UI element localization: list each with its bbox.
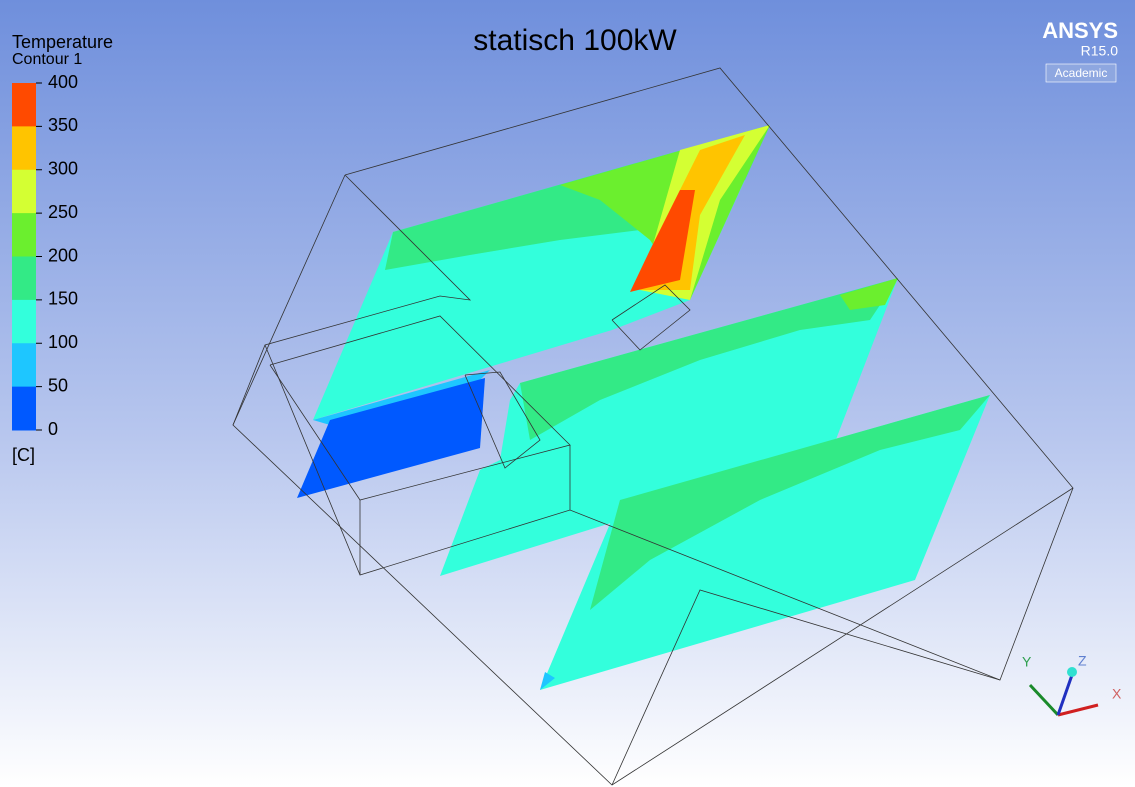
logo-edition: Academic xyxy=(1055,66,1108,80)
legend-band xyxy=(12,83,36,127)
triad-x-label: X xyxy=(1112,686,1122,702)
domain-edge xyxy=(611,589,1001,786)
legend-tick-label: 400 xyxy=(48,72,78,92)
plane-front xyxy=(540,395,990,690)
legend-tick-label: 0 xyxy=(48,419,58,439)
legend-unit: [C] xyxy=(12,445,35,465)
legend-tick-label: 150 xyxy=(48,289,78,309)
contour-band xyxy=(540,672,555,690)
contour-band xyxy=(840,278,898,310)
plane-fill xyxy=(440,278,898,576)
legend-subtitle: Contour 1 xyxy=(12,51,82,68)
contour-band xyxy=(520,278,898,440)
legend-title: Temperature xyxy=(12,32,113,52)
contour-band xyxy=(590,395,990,610)
triad-y xyxy=(1028,683,1060,717)
legend-band xyxy=(12,386,36,431)
legend-tick-label: 100 xyxy=(48,332,78,352)
legend-band xyxy=(12,126,36,171)
legend-band xyxy=(12,169,36,214)
contour-band xyxy=(630,190,695,292)
wireframe xyxy=(232,67,1074,786)
contour-band xyxy=(313,370,490,425)
legend-tick-label: 200 xyxy=(48,245,78,265)
title: statisch 100kW xyxy=(473,24,677,57)
plane-back xyxy=(313,125,770,425)
legend-tick-label: 350 xyxy=(48,115,78,135)
legend-tick-label: 50 xyxy=(48,375,68,395)
burner xyxy=(464,371,541,469)
triad-y-label: Y xyxy=(1022,654,1032,670)
plane-fill xyxy=(540,395,990,690)
logo-version: R15.0 xyxy=(1081,43,1119,59)
legend-band xyxy=(12,299,36,344)
triad-origin xyxy=(1067,667,1077,677)
triad-z-label: Z xyxy=(1078,653,1087,669)
legend-band xyxy=(12,256,36,301)
legend-band xyxy=(12,213,36,257)
domain-edge xyxy=(232,174,472,426)
logo-badge xyxy=(1045,63,1117,83)
logo-brand: ANSYS xyxy=(1042,18,1118,43)
legend-tick-label: 300 xyxy=(48,159,78,179)
outlet xyxy=(611,284,691,351)
cold-region xyxy=(297,378,485,498)
legend-band xyxy=(12,343,36,388)
plane-middle xyxy=(440,278,898,576)
triad-z xyxy=(1056,674,1074,716)
domain-edge xyxy=(232,67,1074,786)
legend: 400 350 300 250 200 150 100 50 0 xyxy=(12,72,78,439)
legend-tick-label: 250 xyxy=(48,202,78,222)
triad-x xyxy=(1057,703,1099,717)
axis-triad: X Y Z xyxy=(1022,653,1122,717)
